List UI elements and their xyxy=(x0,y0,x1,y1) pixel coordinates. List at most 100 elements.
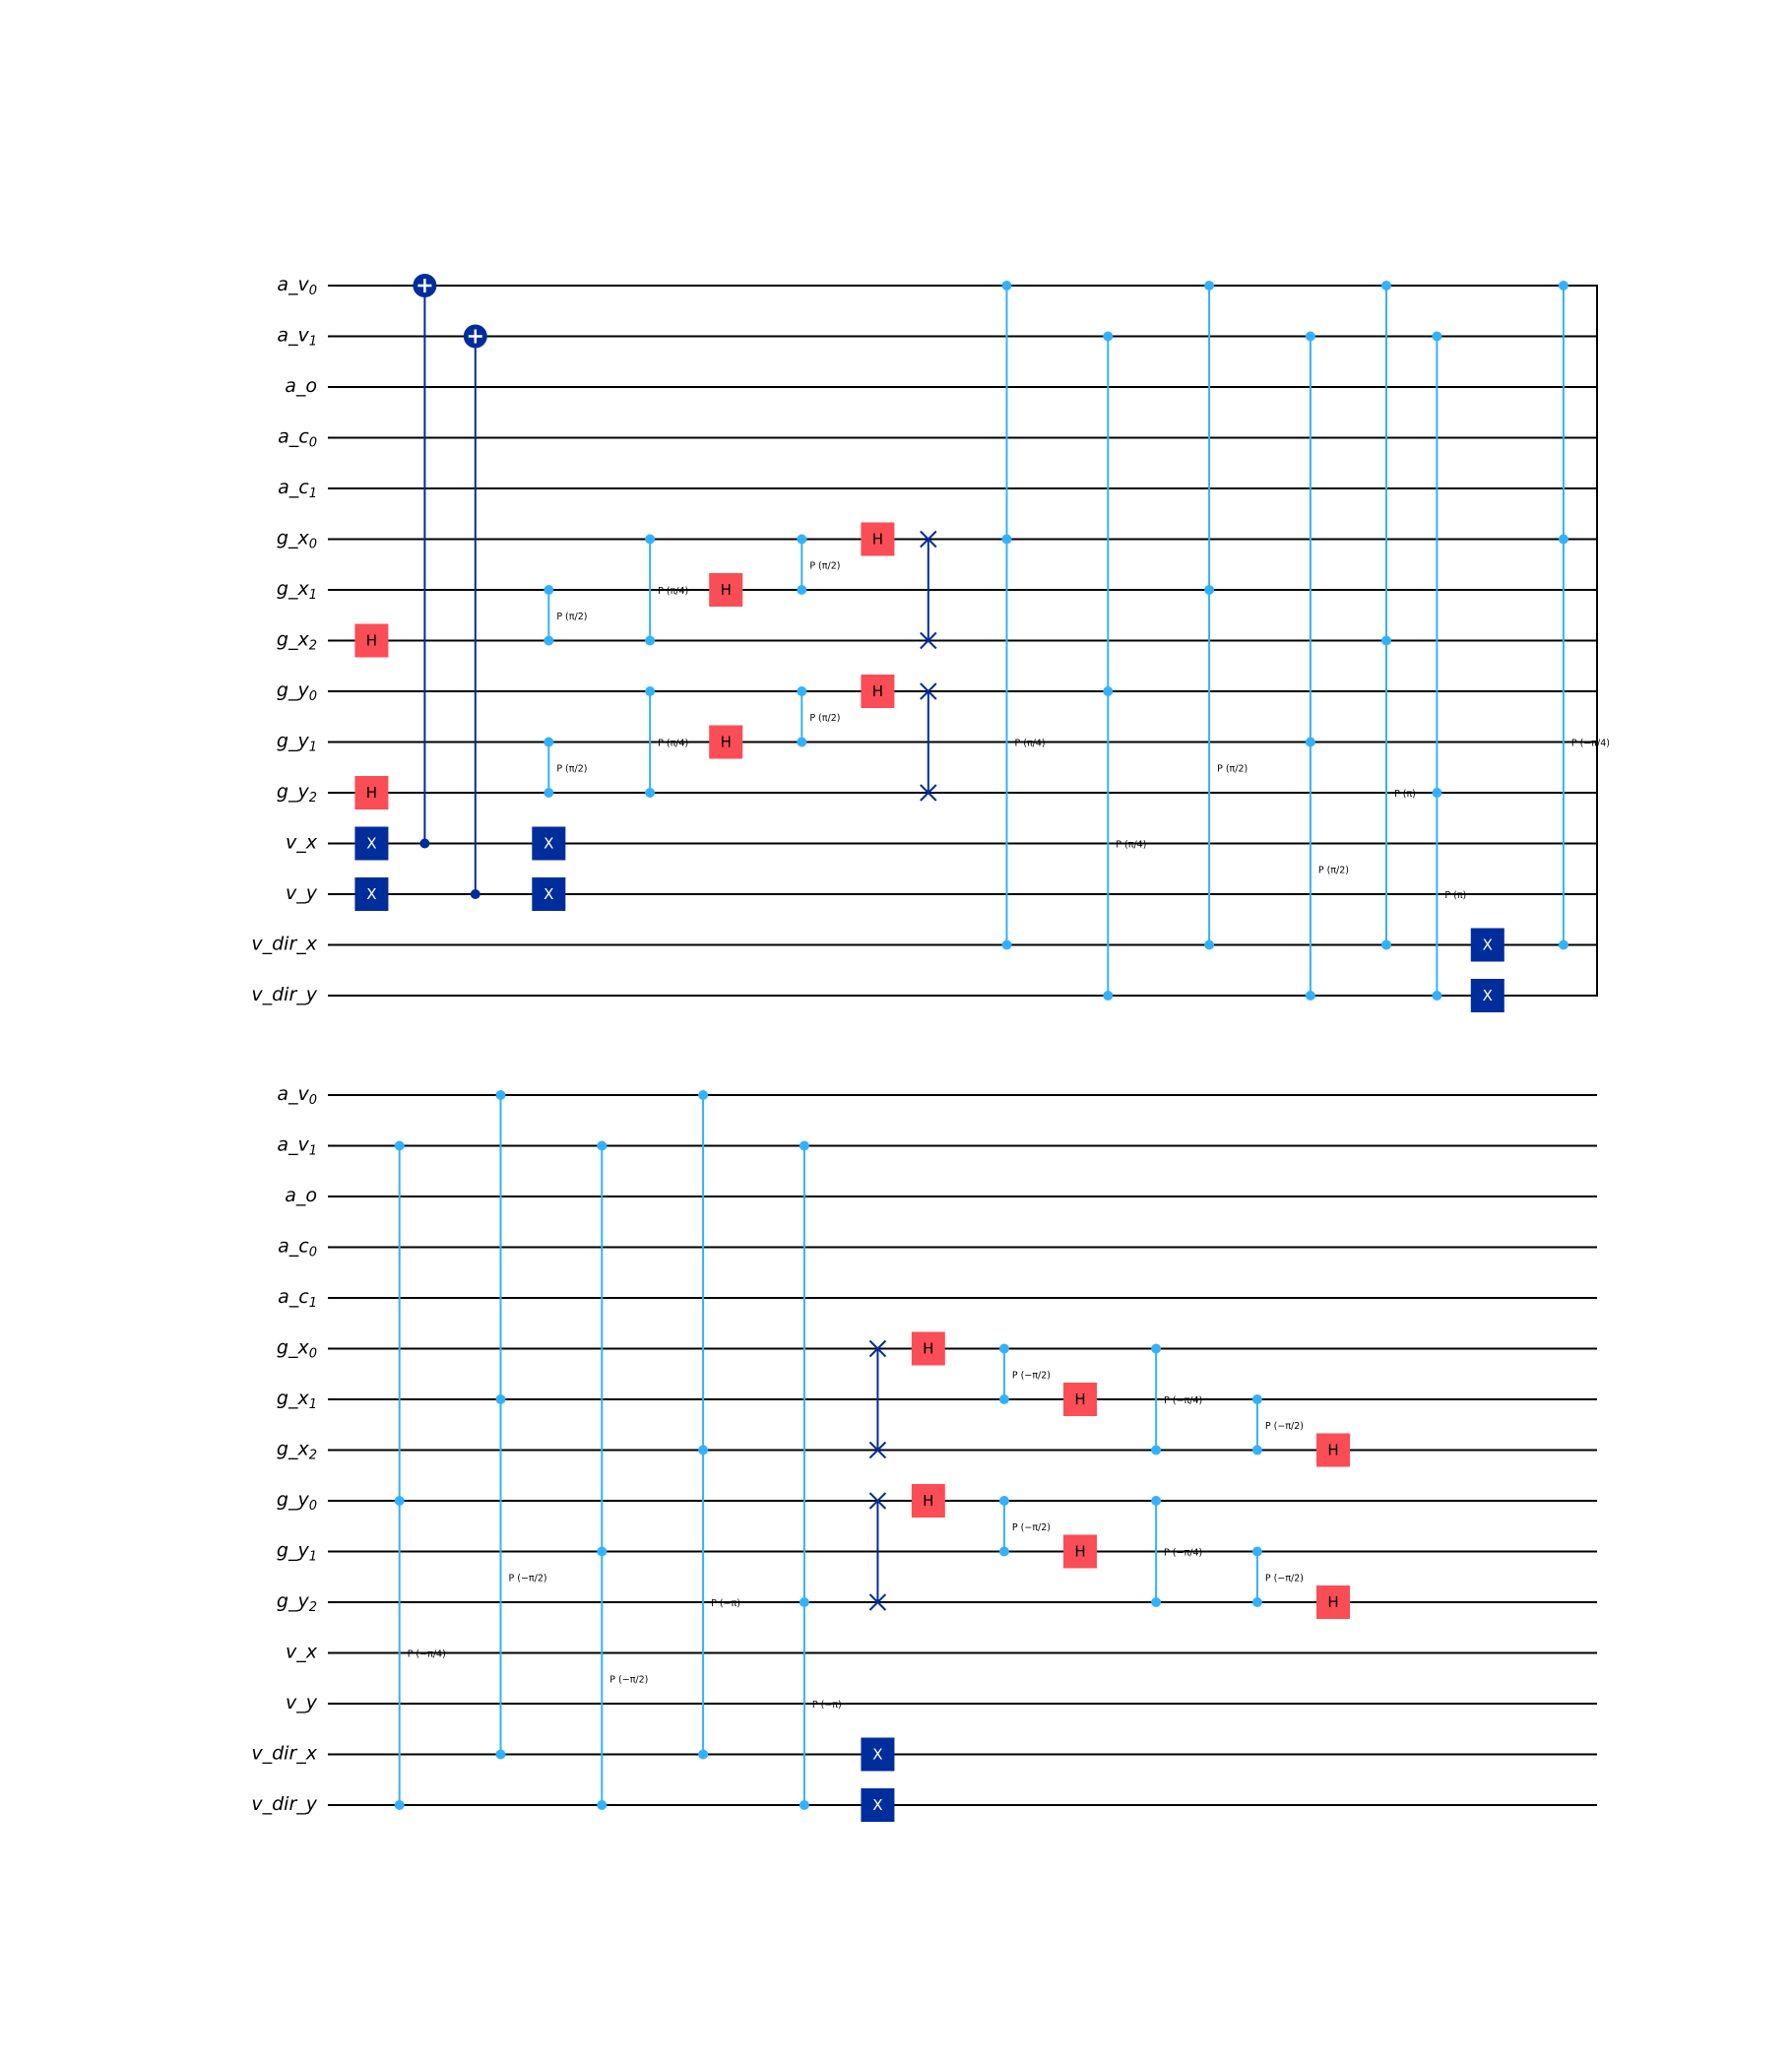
swap-gate xyxy=(868,1492,887,1611)
qubit-label: v_y xyxy=(286,1692,318,1713)
controlled-phase-gate: P (π/4) xyxy=(1001,281,1046,950)
phase-control-dot xyxy=(1558,534,1568,545)
h-gate-label: H xyxy=(1327,1593,1338,1611)
x-gate-box xyxy=(861,1788,895,1822)
swap-cross xyxy=(868,1441,887,1459)
h-gate-box xyxy=(1316,1585,1351,1619)
h-gate-label: H xyxy=(721,734,732,751)
qubit-label: g_y2 xyxy=(277,781,317,806)
phase-control-dot xyxy=(799,1597,809,1607)
h-gate-label: H xyxy=(923,1492,933,1510)
phase-control-dot xyxy=(1380,939,1391,950)
qubit-label: g_x1 xyxy=(277,1388,317,1412)
qubit-label: g_x0 xyxy=(277,528,317,552)
controlled-phase-gate: P (−π/4) xyxy=(1151,1343,1202,1455)
x-gate-box xyxy=(1470,928,1504,962)
h-gate-box xyxy=(709,573,743,607)
swap-cross xyxy=(868,1339,887,1358)
phase-control-dot xyxy=(1380,635,1391,646)
qubit-label: g_y0 xyxy=(277,679,317,704)
x-gate-label: X xyxy=(1483,987,1493,1004)
phase-control-dot xyxy=(698,1445,709,1455)
phase-control-dot xyxy=(1103,331,1114,342)
phase-control-dot xyxy=(1251,1394,1262,1404)
phase-control-dot xyxy=(394,1800,405,1810)
phase-label: P (π/2) xyxy=(1217,763,1248,774)
qubit-label: a_c1 xyxy=(278,1286,317,1311)
phase-control-dot xyxy=(544,635,554,646)
phase-label: P (π) xyxy=(1394,789,1416,800)
cnot-control-dot xyxy=(470,889,480,899)
h-gate-box xyxy=(354,776,389,809)
phase-control-dot xyxy=(1251,1445,1262,1455)
h-gate: H xyxy=(911,1484,945,1518)
phase-control-dot xyxy=(645,788,656,798)
h-gate-label: H xyxy=(872,531,883,549)
phase-control-dot xyxy=(544,737,554,747)
x-gate-box xyxy=(354,826,389,861)
qubit-label: a_c0 xyxy=(278,1236,317,1260)
phase-label: P (π/4) xyxy=(658,586,688,597)
controlled-phase-gate: P (−π) xyxy=(698,1090,740,1760)
controlled-phase-gate: P (−π/4) xyxy=(1151,1496,1202,1607)
h-gate: H xyxy=(709,573,743,607)
phase-control-dot xyxy=(998,1394,1009,1404)
phase-control-dot xyxy=(797,534,807,545)
phase-label: P (π/2) xyxy=(556,612,587,622)
controlled-phase-gate: P (π/2) xyxy=(544,585,587,646)
phase-label: P (−π) xyxy=(812,1700,842,1711)
h-gate: H xyxy=(1316,1433,1351,1467)
qubit-label: v_x xyxy=(286,832,318,854)
h-gate-label: H xyxy=(923,1340,933,1358)
phase-control-dot xyxy=(998,1496,1009,1506)
x-gate-label: X xyxy=(544,885,553,903)
qubit-label: a_c1 xyxy=(278,477,317,501)
x-gate: X xyxy=(532,877,566,911)
phase-control-dot xyxy=(1305,737,1315,747)
phase-control-dot xyxy=(797,686,807,696)
h-gate-label: H xyxy=(1327,1442,1338,1459)
qubit-label: g_x0 xyxy=(277,1337,317,1362)
h-gate-label: H xyxy=(1074,1543,1085,1561)
phase-control-dot xyxy=(645,534,656,545)
x-gate-label: X xyxy=(544,835,553,853)
x-gate-box xyxy=(532,877,566,911)
qubit-label: a_v0 xyxy=(277,274,317,298)
qubit-label: a_v0 xyxy=(277,1083,317,1108)
qubit-label: v_dir_x xyxy=(251,1743,317,1765)
phase-control-dot xyxy=(998,1546,1009,1557)
phase-control-dot xyxy=(1151,1343,1162,1354)
phase-control-dot xyxy=(1151,1445,1162,1455)
phase-label: P (−π/2) xyxy=(1012,1522,1051,1533)
phase-control-dot xyxy=(1204,281,1215,291)
swap-cross xyxy=(868,1492,887,1510)
phase-control-dot xyxy=(1305,331,1315,342)
h-gate: H xyxy=(911,1331,945,1366)
controlled-phase-gate: P (−π/2) xyxy=(1251,1546,1304,1607)
swap-cross xyxy=(868,1593,887,1611)
phase-label: P (−π/4) xyxy=(1164,1548,1202,1559)
controlled-phase-gate: P (π) xyxy=(1432,331,1466,1001)
x-gate-label: X xyxy=(366,885,376,903)
phase-control-dot xyxy=(645,635,656,646)
x-gate-box xyxy=(1470,979,1504,1012)
x-gate: X xyxy=(354,826,389,861)
phase-control-dot xyxy=(1558,281,1568,291)
qubit-label: a_o xyxy=(285,1185,317,1206)
qubit-label: v_y xyxy=(286,882,318,904)
h-gate-box xyxy=(1063,1534,1098,1569)
x-gate: X xyxy=(1470,928,1504,962)
h-gate-box xyxy=(1316,1433,1351,1467)
qubit-label: a_v1 xyxy=(277,1134,317,1159)
qubit-label: a_v1 xyxy=(277,325,317,350)
swap-cross xyxy=(920,530,937,549)
x-gate-label: X xyxy=(872,1796,882,1814)
qubit-label: v_dir_y xyxy=(251,1793,317,1815)
controlled-phase-gate: P (π/4) xyxy=(645,686,688,798)
x-gate-box xyxy=(861,1737,895,1772)
phase-control-dot xyxy=(1432,788,1442,798)
h-gate: H xyxy=(354,776,389,809)
qubit-label: g_x2 xyxy=(277,1439,317,1463)
x-gate-label: X xyxy=(872,1746,882,1764)
controlled-phase-gate: P (π/2) xyxy=(1305,331,1349,1001)
